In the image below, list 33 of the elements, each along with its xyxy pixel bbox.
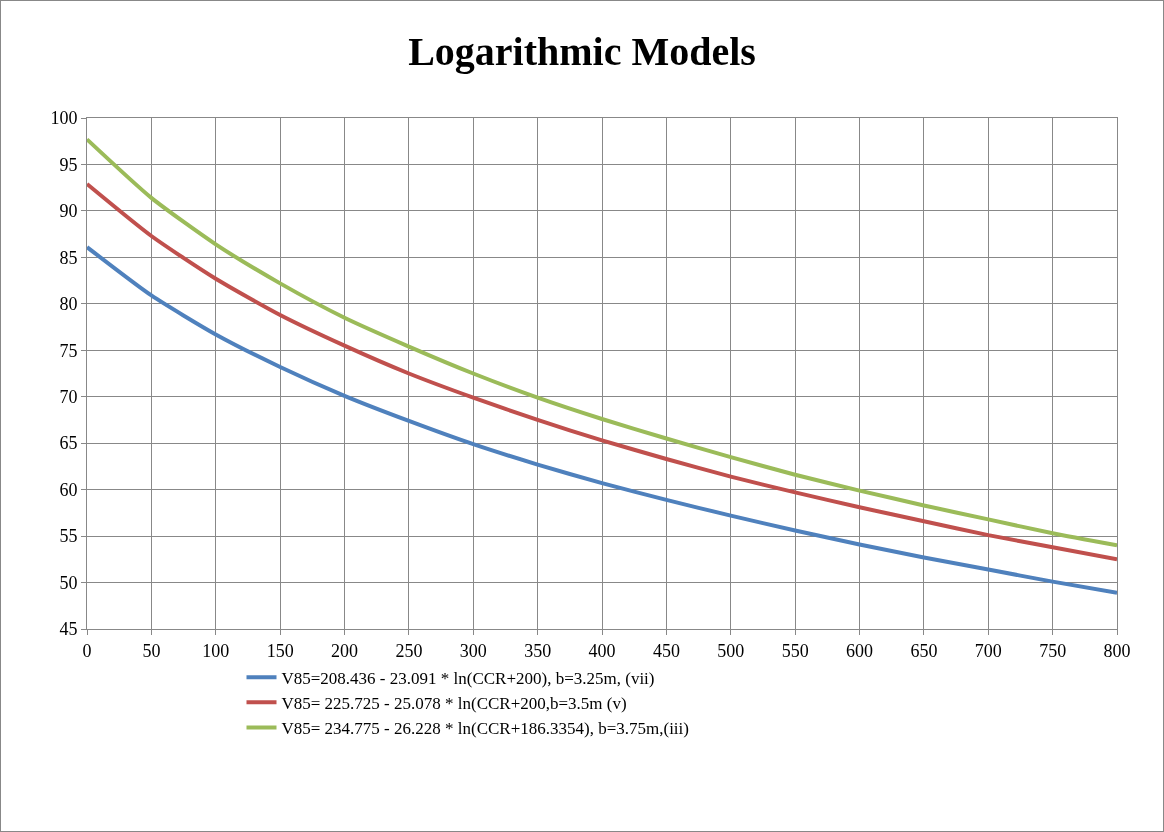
x-tick-label: 0: [82, 640, 92, 661]
x-tick-label: 500: [717, 640, 745, 661]
y-tick-label: 70: [59, 387, 78, 408]
y-tick-label: 65: [59, 433, 78, 454]
x-tick-label: 700: [974, 640, 1002, 661]
x-tick-label: 250: [395, 640, 423, 661]
x-tick-label: 600: [846, 640, 873, 661]
x-tick-label: 50: [142, 640, 161, 661]
chart-title: Logarithmic Models: [408, 28, 756, 74]
y-tick-label: 55: [59, 526, 78, 547]
x-tick-label: 350: [524, 640, 552, 661]
y-tick-label: 45: [59, 619, 78, 640]
x-tick-label: 550: [781, 640, 809, 661]
y-tick-label: 90: [59, 201, 78, 222]
legend-label: V85= 225.725 - 25.078 * ln(CCR+200,b=3.5m (v): [281, 693, 627, 713]
x-tick-label: 100: [202, 640, 230, 661]
y-tick-label: 50: [59, 572, 78, 593]
x-tick-label: 200: [331, 640, 358, 661]
y-tick-label: 85: [59, 247, 78, 268]
x-tick-label: 300: [459, 640, 487, 661]
x-tick-label: 650: [910, 640, 938, 661]
y-tick-label: 100: [50, 108, 78, 129]
y-tick-label: 60: [59, 479, 78, 500]
x-tick-label: 400: [588, 640, 616, 661]
y-tick-label: 75: [59, 340, 78, 361]
x-tick-label: 150: [266, 640, 294, 661]
x-tick-label: 800: [1103, 640, 1131, 661]
y-tick-label: 80: [59, 294, 78, 315]
y-tick-label: 95: [59, 154, 78, 175]
x-tick-label: 750: [1039, 640, 1067, 661]
legend-label: V85= 234.775 - 26.228 * ln(CCR+186.3354), b=3.75m,(iii): [281, 719, 689, 739]
legend-label: V85=208.436 - 23.091 * ln(CCR+200), b=3.25m, (vii): [281, 668, 655, 688]
x-tick-label: 450: [652, 640, 680, 661]
